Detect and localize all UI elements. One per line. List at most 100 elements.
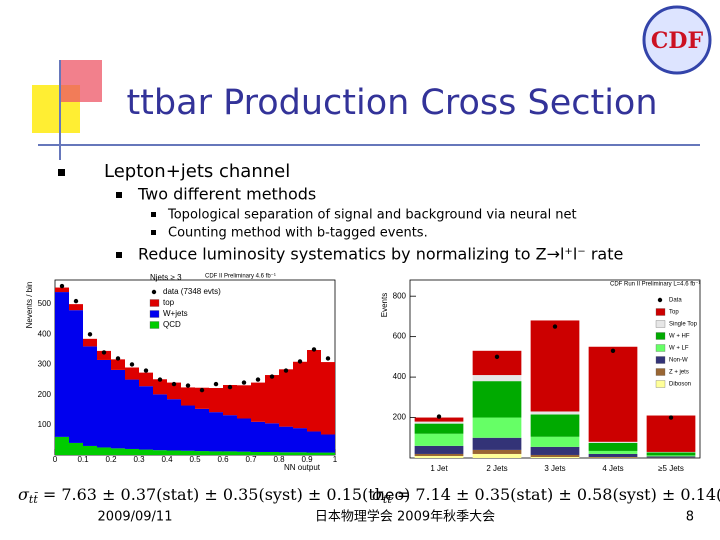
y-tick-label: 200	[393, 413, 407, 422]
bar-segment	[588, 442, 638, 451]
histogram-bar	[83, 346, 97, 446]
data-point	[87, 332, 93, 337]
data-point	[185, 383, 191, 388]
histogram-bar	[265, 451, 279, 455]
legend-label: data (7348 evts)	[163, 287, 221, 296]
bar-segment	[646, 452, 696, 456]
legend-label: Single Top	[669, 322, 698, 328]
bullet	[151, 230, 156, 235]
bullet-text: Topological separation of signal and bac…	[167, 208, 577, 223]
x-tick-label: 0.2	[105, 455, 117, 464]
bullet	[116, 192, 122, 198]
x-tick-label: 0.4	[161, 455, 173, 464]
bar-segment	[530, 411, 580, 415]
histogram-bar	[279, 369, 293, 427]
histogram-bar	[307, 452, 321, 455]
formula-sub: tt̄	[29, 493, 39, 506]
histogram-bar	[251, 421, 265, 452]
x-tick-label: 0.5	[189, 455, 201, 464]
histogram-bar	[97, 359, 111, 448]
bar-segment	[472, 453, 522, 458]
legend-swatch	[151, 289, 157, 295]
legend-label: Non-W	[669, 358, 688, 364]
histogram-bar	[293, 452, 307, 455]
y-tick-label: 400	[393, 372, 407, 381]
x-tick-label: 0	[53, 455, 58, 464]
histogram-bar	[265, 423, 279, 452]
data-point	[311, 347, 317, 352]
histogram-bar	[251, 382, 265, 422]
histogram-bar	[125, 367, 139, 380]
x-tick-label: 3 Jets	[544, 464, 565, 473]
data-point	[552, 324, 558, 329]
histogram-bar	[181, 405, 195, 451]
legend-swatch	[655, 368, 666, 376]
x-tick-label: 0.3	[133, 455, 145, 464]
histogram-bar	[209, 412, 223, 452]
formula-text: = 7.63 ± 0.37(stat) ± 0.35(syst) ± 0.15(…	[38, 485, 411, 504]
y-tick-label: 400	[38, 329, 52, 338]
histogram-bar	[237, 418, 251, 452]
data-point	[297, 359, 303, 364]
x-tick-label: 1 Jet	[430, 464, 448, 473]
bullet-text: Lepton+jets channel	[104, 161, 290, 182]
data-point	[199, 387, 205, 393]
legend-swatch	[655, 320, 666, 328]
legend-label: QCD	[163, 320, 181, 329]
histogram-bar	[55, 436, 69, 455]
histogram-bar	[307, 350, 321, 432]
data-point	[171, 381, 177, 387]
legend-label: W+jets	[163, 309, 188, 318]
formula-text: = 7.14 ± 0.35(stat) ± 0.58(syst) ± 0.14(…	[392, 485, 720, 504]
histogram-bar	[111, 448, 125, 455]
bar-segment	[588, 456, 638, 458]
histogram-bar	[209, 388, 223, 413]
bar-segment	[530, 454, 580, 457]
bar-segment	[646, 455, 696, 457]
legend-swatch	[655, 344, 666, 352]
formula-symbol: σ	[372, 485, 384, 504]
slide-title: ttbar Production Cross Section	[126, 83, 657, 123]
histogram-bar	[125, 448, 139, 455]
histogram-bar	[69, 442, 83, 455]
bar-segment	[472, 375, 522, 382]
data-point	[115, 356, 121, 361]
x-tick-label: 0.9	[301, 455, 313, 464]
bar-segment	[414, 417, 464, 422]
legend-label: W + LF	[669, 346, 689, 352]
histogram-bar	[83, 445, 97, 455]
data-point	[101, 350, 107, 355]
data-point	[269, 374, 275, 379]
histogram-bar	[97, 447, 111, 455]
formula: σ tt̄ = 7.63 ± 0.37(stat) ± 0.35(syst) ± …	[18, 485, 410, 507]
x-tick-label: 0.8	[273, 455, 285, 464]
x-tick-label: 4 Jets	[602, 464, 623, 473]
histogram-bar	[69, 310, 83, 443]
bar-segment	[588, 450, 638, 454]
page-number: 8	[686, 510, 694, 525]
histogram-bar	[279, 452, 293, 455]
histogram-bar	[111, 369, 125, 449]
histogram-bar	[223, 385, 237, 416]
histogram-bar	[181, 387, 195, 406]
histogram-bar	[55, 287, 69, 293]
histogram-bar	[111, 359, 125, 370]
bar-segment	[472, 437, 522, 450]
bar-segment	[414, 445, 464, 454]
bar-segment	[472, 381, 522, 418]
bar-segment	[646, 415, 696, 452]
bullet	[151, 212, 156, 217]
y-tick-label: 600	[393, 332, 407, 341]
x-tick-label: 1	[333, 455, 338, 464]
data-point	[227, 384, 233, 390]
legend-swatch	[149, 321, 160, 329]
bar-segment	[588, 441, 638, 443]
histogram-bar	[223, 451, 237, 455]
y-tick-label: 200	[38, 390, 52, 399]
y-tick-label: 300	[38, 360, 52, 369]
logo-circle	[642, 5, 712, 75]
data-point	[436, 414, 442, 419]
logo: CDF	[651, 28, 704, 54]
data-point	[668, 415, 674, 420]
